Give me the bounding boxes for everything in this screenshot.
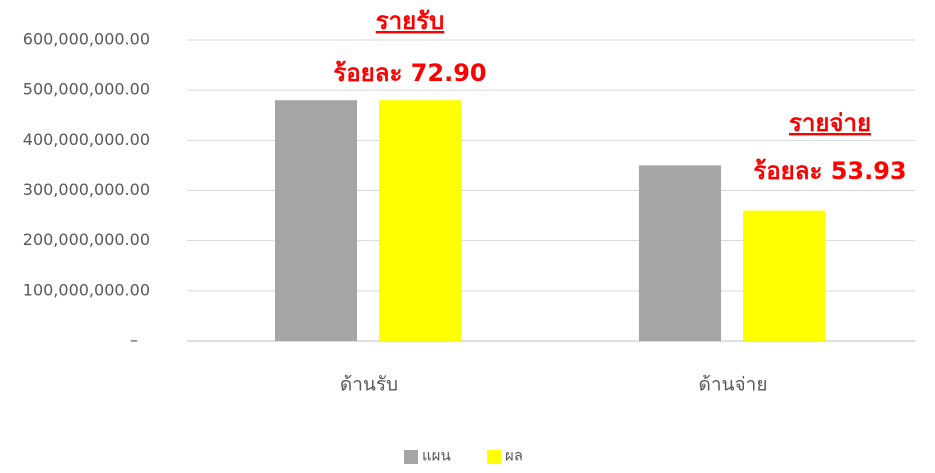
legend-label: ผล	[505, 447, 523, 465]
y-tick-label: 100,000,000.00	[23, 280, 150, 299]
legend-label: แผน	[422, 447, 451, 465]
y-tick-label: 400,000,000.00	[23, 130, 150, 149]
y-tick-label: 600,000,000.00	[23, 30, 150, 49]
y-tick-label: –	[130, 331, 138, 350]
annotation: รายจ่าย	[789, 109, 871, 137]
bar	[639, 165, 721, 341]
bar	[743, 210, 825, 341]
annotation: ร้อยละ 53.93	[753, 157, 906, 185]
annotation: ร้อยละ 72.90	[333, 59, 486, 87]
y-tick-label: 300,000,000.00	[23, 180, 150, 199]
y-tick-label: 200,000,000.00	[23, 230, 150, 249]
annotation: รายรับ	[376, 7, 445, 35]
x-tick-label: ด้านจ่าย	[699, 374, 768, 396]
x-tick-label: ด้านรับ	[340, 374, 398, 396]
bar	[275, 100, 357, 341]
legend-swatch	[487, 450, 501, 464]
bar	[379, 100, 461, 341]
legend-swatch	[404, 450, 418, 464]
y-tick-label: 500,000,000.00	[23, 80, 150, 99]
